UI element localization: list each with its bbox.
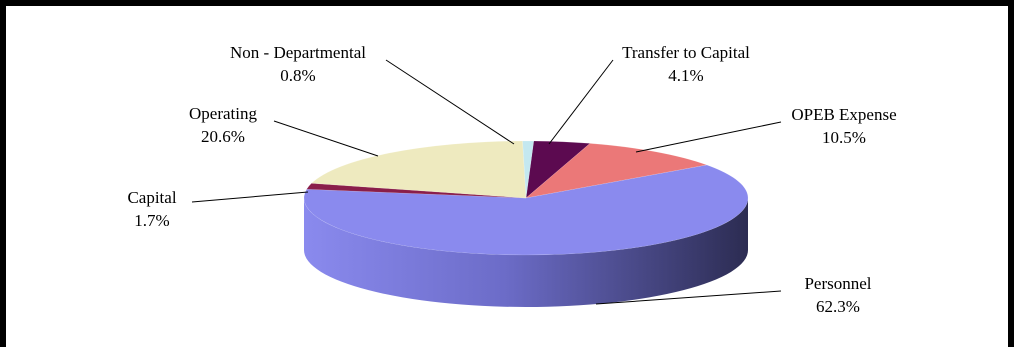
slice-label-transfer-to-capital: Transfer to Capital — [622, 43, 750, 62]
pie-slice-operating — [310, 140, 527, 199]
leader-line-non-departmental — [385, 59, 515, 145]
pie-slice-capital — [306, 183, 527, 199]
slice-percent-capital: 1.7% — [134, 211, 169, 230]
pie-tops — [303, 140, 749, 256]
pie-slice-non-departmental — [522, 140, 535, 199]
leader-line-personnel — [595, 290, 782, 305]
slice-label-opeb-expense: OPEB Expense — [791, 105, 896, 124]
leader-line-opeb-expense — [635, 121, 782, 153]
slice-percent-transfer-to-capital: 4.1% — [668, 66, 703, 85]
pie-side-personnel — [304, 198, 748, 307]
slice-percent-operating: 20.6% — [201, 127, 245, 146]
leader-line-operating — [273, 120, 379, 157]
pie-chart: Transfer to Capital 4.1% OPEB Expense 10.5%… — [127, 43, 896, 316]
pie-slice-opeb-expense — [525, 143, 708, 199]
pie-slice-personnel — [303, 164, 749, 256]
slice-label-non-departmental: Non - Departmental — [230, 43, 366, 62]
slice-label-capital: Capital — [127, 188, 176, 207]
leader-line-capital — [191, 191, 309, 203]
leader-lines — [191, 59, 782, 305]
slice-label-operating: Operating — [189, 104, 257, 123]
slice-label-personnel: Personnel — [804, 274, 871, 293]
pie-slice-transfer-to-capital — [525, 140, 591, 199]
slice-percent-personnel: 62.3% — [816, 297, 860, 316]
pie-sides — [304, 198, 748, 307]
slice-labels: Transfer to Capital 4.1% OPEB Expense 10.5%… — [127, 43, 896, 316]
slice-percent-non-departmental: 0.8% — [280, 66, 315, 85]
slice-percent-opeb-expense: 10.5% — [822, 128, 866, 147]
leader-line-transfer-to-capital — [548, 59, 614, 145]
